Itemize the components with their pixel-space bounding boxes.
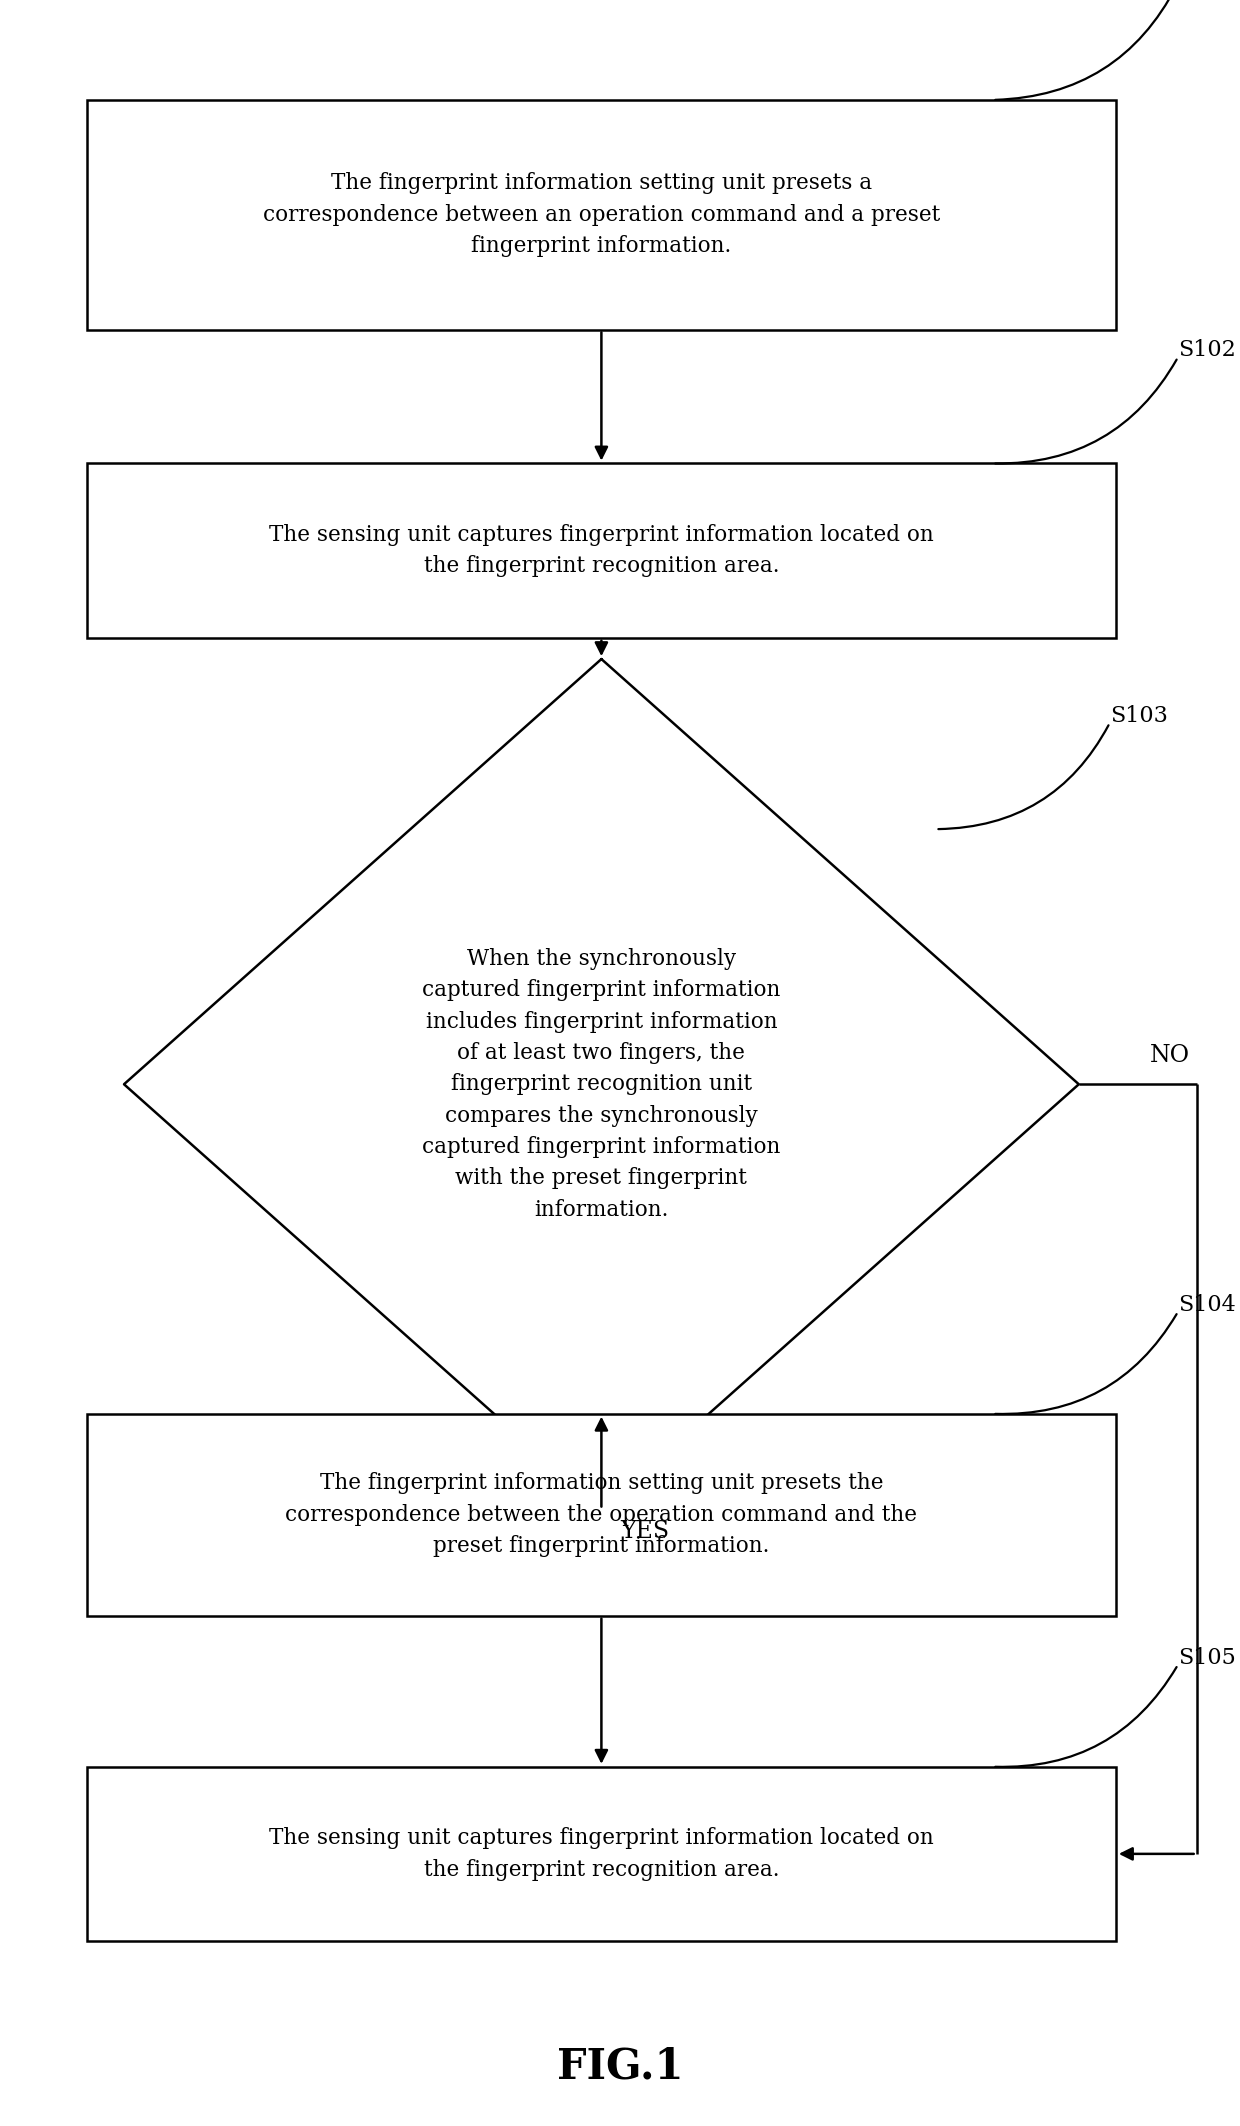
Text: YES: YES [620,1520,670,1543]
Text: S103: S103 [1110,706,1168,727]
Text: S105: S105 [1178,1648,1236,1669]
Text: The fingerprint information setting unit presets the
correspondence between the : The fingerprint information setting unit… [285,1473,918,1556]
Text: S104: S104 [1178,1295,1236,1316]
Text: When the synchronously
captured fingerprint information
includes fingerprint inf: When the synchronously captured fingerpr… [422,948,781,1220]
Text: The sensing unit captures fingerprint information located on
the fingerprint rec: The sensing unit captures fingerprint in… [269,523,934,578]
Text: FIG.1: FIG.1 [557,2045,683,2088]
Text: S102: S102 [1178,340,1236,361]
Bar [87,1767,1116,1941]
Bar [87,100,1116,330]
Bar [87,1414,1116,1616]
Bar [87,463,1116,638]
Text: NO: NO [1151,1044,1190,1067]
Text: The fingerprint information setting unit presets a
correspondence between an ope: The fingerprint information setting unit… [263,172,940,257]
Text: The sensing unit captures fingerprint information located on
the fingerprint rec: The sensing unit captures fingerprint in… [269,1826,934,1882]
